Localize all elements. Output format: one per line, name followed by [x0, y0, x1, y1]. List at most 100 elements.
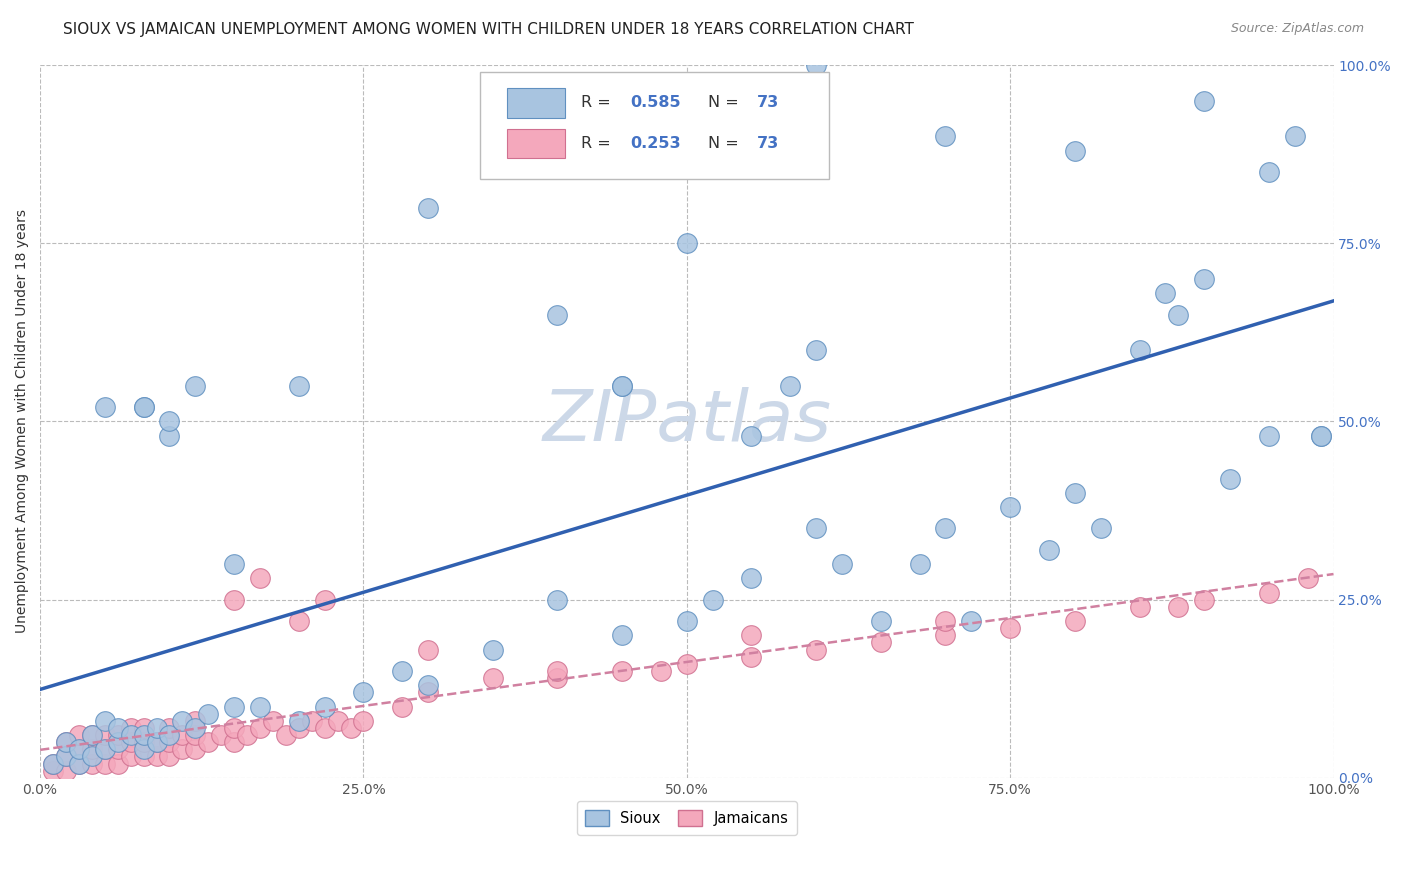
Text: R =: R = [581, 136, 616, 151]
Point [197, 735, 219, 749]
Text: ZIPatlas: ZIPatlas [543, 387, 831, 456]
Point [675, 657, 697, 671]
Text: N =: N = [707, 95, 744, 111]
Point [1090, 521, 1112, 535]
Point [249, 721, 271, 735]
Point [610, 664, 633, 678]
Point [67, 742, 90, 756]
Text: Source: ZipAtlas.com: Source: ZipAtlas.com [1230, 22, 1364, 36]
Point [132, 721, 155, 735]
Point [1128, 343, 1150, 358]
Point [197, 706, 219, 721]
Point [94, 742, 117, 756]
Text: 0.253: 0.253 [630, 136, 681, 151]
Point [288, 614, 311, 628]
Point [184, 742, 207, 756]
Point [934, 521, 956, 535]
Point [1192, 592, 1215, 607]
Point [94, 401, 117, 415]
Point [107, 756, 129, 771]
Point [391, 699, 413, 714]
Point [391, 664, 413, 678]
Point [224, 735, 246, 749]
Point [159, 429, 181, 443]
Point [869, 635, 891, 649]
Point [80, 728, 103, 742]
Point [481, 671, 503, 685]
Point [249, 699, 271, 714]
Point [107, 742, 129, 756]
Point [1038, 542, 1060, 557]
Point [120, 735, 142, 749]
Point [94, 714, 117, 728]
Point [804, 642, 827, 657]
Point [107, 728, 129, 742]
Point [80, 749, 103, 764]
Point [132, 401, 155, 415]
Point [132, 728, 155, 742]
Text: 0.585: 0.585 [630, 95, 681, 111]
Point [1128, 599, 1150, 614]
Point [481, 642, 503, 657]
Point [288, 379, 311, 393]
Point [610, 379, 633, 393]
Point [55, 735, 77, 749]
Point [120, 721, 142, 735]
Point [314, 721, 336, 735]
Point [55, 764, 77, 778]
Point [55, 749, 77, 764]
Point [107, 735, 129, 749]
Point [1192, 272, 1215, 286]
Point [67, 728, 90, 742]
FancyBboxPatch shape [508, 88, 565, 118]
Point [274, 728, 297, 742]
Point [224, 721, 246, 735]
Point [1154, 286, 1177, 301]
Point [42, 756, 65, 771]
Point [132, 742, 155, 756]
Point [132, 401, 155, 415]
Point [740, 429, 762, 443]
Point [934, 628, 956, 642]
Point [132, 749, 155, 764]
Point [675, 236, 697, 251]
Point [1063, 485, 1085, 500]
Point [159, 749, 181, 764]
Point [184, 379, 207, 393]
Point [418, 642, 440, 657]
Point [418, 678, 440, 692]
Point [546, 308, 568, 322]
Point [288, 714, 311, 728]
Point [94, 742, 117, 756]
Point [159, 415, 181, 429]
Text: 73: 73 [756, 136, 779, 151]
Text: SIOUX VS JAMAICAN UNEMPLOYMENT AMONG WOMEN WITH CHILDREN UNDER 18 YEARS CORRELAT: SIOUX VS JAMAICAN UNEMPLOYMENT AMONG WOM… [63, 22, 914, 37]
Point [1167, 599, 1189, 614]
Point [779, 379, 801, 393]
Point [145, 721, 167, 735]
Point [934, 614, 956, 628]
Point [132, 735, 155, 749]
Point [702, 592, 724, 607]
Point [145, 735, 167, 749]
Point [960, 614, 983, 628]
Point [1309, 429, 1331, 443]
Point [145, 735, 167, 749]
Point [418, 685, 440, 699]
Point [675, 614, 697, 628]
Point [1309, 429, 1331, 443]
Point [42, 756, 65, 771]
Y-axis label: Unemployment Among Women with Children Under 18 years: Unemployment Among Women with Children U… [15, 210, 30, 633]
Point [80, 756, 103, 771]
Point [998, 500, 1021, 514]
Point [159, 721, 181, 735]
Point [94, 728, 117, 742]
Point [546, 664, 568, 678]
Point [288, 721, 311, 735]
Point [1063, 144, 1085, 158]
Point [1219, 471, 1241, 485]
Point [1192, 94, 1215, 108]
Point [934, 129, 956, 144]
Point [107, 721, 129, 735]
Point [224, 557, 246, 571]
